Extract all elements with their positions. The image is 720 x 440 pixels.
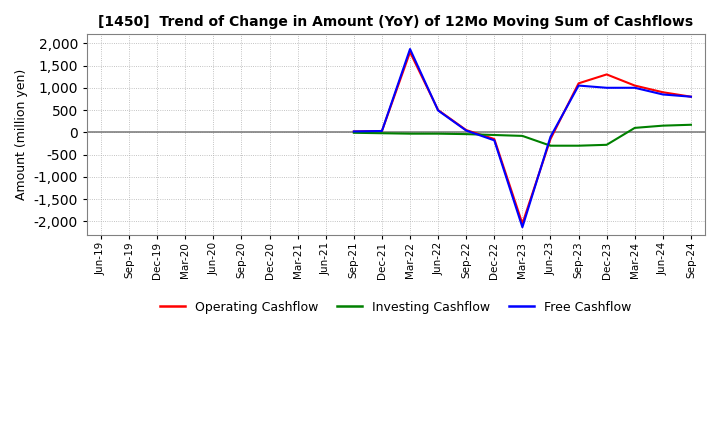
Investing Cashflow bbox=[490, 132, 499, 138]
Operating Cashflow bbox=[546, 136, 555, 142]
Investing Cashflow bbox=[405, 131, 414, 136]
Line: Investing Cashflow: Investing Cashflow bbox=[354, 125, 691, 146]
Investing Cashflow bbox=[349, 130, 358, 136]
Operating Cashflow bbox=[518, 221, 527, 226]
Investing Cashflow bbox=[433, 131, 442, 136]
Investing Cashflow bbox=[659, 123, 667, 128]
Free Cashflow bbox=[546, 134, 555, 139]
Title: [1450]  Trend of Change in Amount (YoY) of 12Mo Moving Sum of Cashflows: [1450] Trend of Change in Amount (YoY) o… bbox=[99, 15, 693, 29]
Operating Cashflow bbox=[405, 50, 414, 55]
Free Cashflow bbox=[631, 85, 639, 91]
Operating Cashflow bbox=[631, 83, 639, 88]
Free Cashflow bbox=[405, 46, 414, 51]
Operating Cashflow bbox=[687, 94, 696, 99]
Investing Cashflow bbox=[462, 132, 471, 137]
Operating Cashflow bbox=[575, 81, 583, 86]
Free Cashflow bbox=[433, 108, 442, 113]
Operating Cashflow bbox=[490, 136, 499, 142]
Y-axis label: Amount (million yen): Amount (million yen) bbox=[15, 69, 28, 200]
Investing Cashflow bbox=[518, 133, 527, 139]
Line: Free Cashflow: Free Cashflow bbox=[354, 49, 691, 227]
Free Cashflow bbox=[377, 128, 386, 134]
Investing Cashflow bbox=[687, 122, 696, 128]
Investing Cashflow bbox=[631, 125, 639, 131]
Free Cashflow bbox=[687, 94, 696, 99]
Operating Cashflow bbox=[377, 128, 386, 134]
Free Cashflow bbox=[575, 83, 583, 88]
Free Cashflow bbox=[462, 128, 471, 133]
Free Cashflow bbox=[603, 85, 611, 91]
Investing Cashflow bbox=[546, 143, 555, 148]
Operating Cashflow bbox=[603, 72, 611, 77]
Line: Operating Cashflow: Operating Cashflow bbox=[354, 52, 691, 224]
Free Cashflow bbox=[659, 92, 667, 97]
Legend: Operating Cashflow, Investing Cashflow, Free Cashflow: Operating Cashflow, Investing Cashflow, … bbox=[156, 296, 636, 319]
Operating Cashflow bbox=[462, 128, 471, 133]
Operating Cashflow bbox=[349, 129, 358, 134]
Free Cashflow bbox=[490, 138, 499, 143]
Operating Cashflow bbox=[433, 107, 442, 113]
Investing Cashflow bbox=[377, 131, 386, 136]
Investing Cashflow bbox=[603, 142, 611, 147]
Free Cashflow bbox=[518, 224, 527, 230]
Free Cashflow bbox=[349, 129, 358, 134]
Investing Cashflow bbox=[575, 143, 583, 148]
Operating Cashflow bbox=[659, 90, 667, 95]
